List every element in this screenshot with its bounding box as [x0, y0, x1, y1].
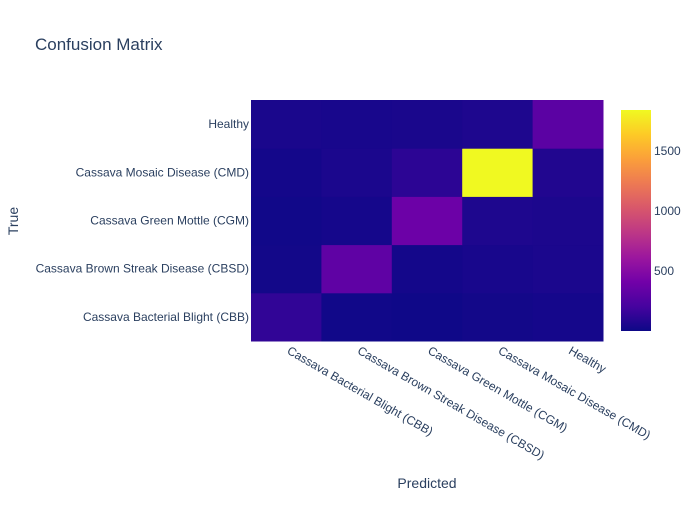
heatmap-cell	[532, 100, 604, 149]
heatmap-cell	[321, 244, 393, 294]
heatmap-cell	[321, 100, 393, 149]
heatmap-cell	[462, 100, 534, 149]
colorbar-tick-label: 1000	[654, 204, 681, 218]
heatmap-cell	[391, 244, 463, 294]
heatmap-cell	[251, 196, 322, 246]
heatmap-cell	[462, 244, 534, 294]
colorbar: 500 1000 1500	[621, 110, 681, 331]
y-tick-label: Cassava Green Mottle (CGM)	[90, 214, 249, 228]
heatmap-cell	[391, 100, 463, 149]
x-axis-ticks: Cassava Bacterial Blight (CBB)Cassava Br…	[285, 343, 653, 462]
heatmap-cell	[391, 196, 463, 246]
heatmap-cell	[251, 100, 322, 149]
colorbar-gradient	[621, 110, 651, 331]
heatmap-cell	[532, 292, 604, 342]
heatmap-cells	[251, 100, 604, 342]
heatmap-cell	[321, 196, 393, 246]
heatmap-cell	[321, 148, 393, 197]
y-tick-label: Cassava Bacterial Blight (CBB)	[83, 310, 249, 324]
x-axis-title: Predicted	[397, 475, 456, 491]
heatmap-cell	[462, 292, 534, 342]
heatmap-cell	[532, 196, 604, 246]
heatmap-cell	[532, 148, 604, 197]
y-axis-title: True	[5, 207, 21, 235]
heatmap-cell	[251, 244, 322, 294]
heatmap-cell	[391, 292, 463, 342]
heatmap-cell	[462, 148, 534, 197]
y-tick-label: Cassava Mosaic Disease (CMD)	[76, 165, 249, 179]
x-tick-label: Healthy	[566, 343, 608, 375]
heatmap-cell	[532, 244, 604, 294]
y-tick-label: Healthy	[208, 117, 249, 131]
colorbar-tick-label: 500	[654, 264, 674, 278]
y-tick-label: Cassava Brown Streak Disease (CBSD)	[36, 262, 249, 276]
y-axis-ticks: Cassava Bacterial Blight (CBB) Cassava Br…	[36, 117, 249, 324]
chart-title: Confusion Matrix	[35, 35, 163, 54]
heatmap-cell	[321, 292, 393, 342]
heatmap-cell	[391, 148, 463, 197]
heatmap-cell	[251, 148, 322, 197]
colorbar-tick-label: 1500	[654, 144, 681, 158]
heatmap-cell	[251, 292, 322, 342]
heatmap-cell	[462, 196, 534, 246]
